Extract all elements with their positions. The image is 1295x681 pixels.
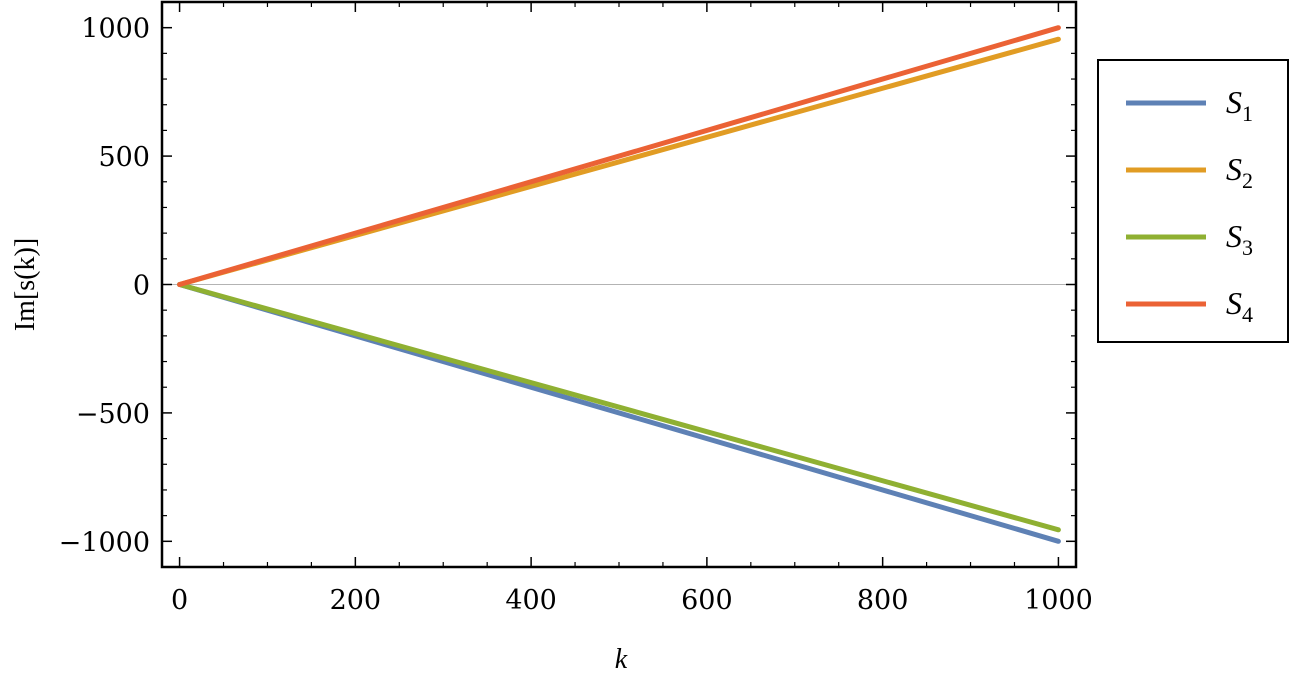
legend-item-2: S2 xyxy=(1126,151,1253,193)
x-tick-label: 0 xyxy=(171,585,188,616)
legend-label-subscript: 4 xyxy=(1242,302,1253,327)
legend-label: S2 xyxy=(1226,151,1253,193)
legend-box xyxy=(1097,59,1289,343)
legend-item-4: S4 xyxy=(1126,285,1253,327)
y-tick-label: 0 xyxy=(133,271,150,302)
legend-label-subscript: 3 xyxy=(1242,235,1253,260)
legend-label-name: S xyxy=(1226,218,1242,254)
x-tick-label: 200 xyxy=(330,585,382,616)
y-tick-label: 500 xyxy=(98,142,150,173)
legend-label: S4 xyxy=(1226,285,1253,327)
legend-item-3: S3 xyxy=(1126,218,1253,260)
x-tick-label: 600 xyxy=(681,585,733,616)
legend-item-1: S1 xyxy=(1126,84,1253,126)
y-axis-title: Im[s(k)] xyxy=(10,238,41,331)
x-tick-label: 400 xyxy=(505,585,557,616)
legend-label-name: S xyxy=(1226,151,1242,187)
series-line-3 xyxy=(177,282,1061,533)
x-tick-label: 800 xyxy=(857,585,909,616)
y-tick-label: −500 xyxy=(76,399,150,430)
legend-label-subscript: 1 xyxy=(1242,101,1253,126)
series-line-4 xyxy=(177,25,1061,287)
x-axis-title: k xyxy=(615,644,628,675)
y-tick-label: −1000 xyxy=(59,527,150,558)
legend-label-subscript: 2 xyxy=(1242,168,1253,193)
legend-label-name: S xyxy=(1226,84,1242,120)
legend-label: S3 xyxy=(1226,218,1253,260)
legend-label: S1 xyxy=(1226,84,1253,126)
y-tick-label: 1000 xyxy=(81,14,150,45)
x-tick-label: 1000 xyxy=(1024,585,1093,616)
legend-label-name: S xyxy=(1226,285,1242,321)
